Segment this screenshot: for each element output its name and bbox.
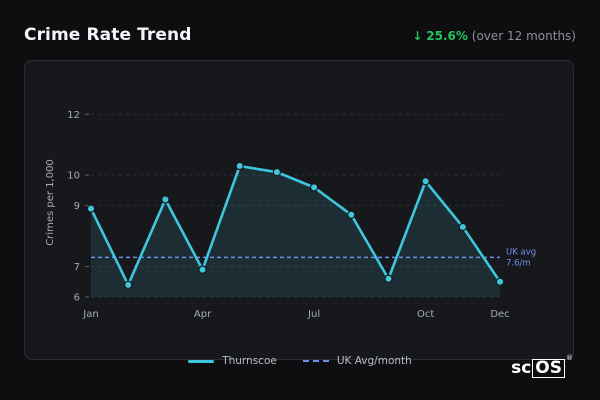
legend-label-reference: UK Avg/month [337,355,412,367]
data-point [422,178,429,185]
reference-label: UK avg [506,247,536,257]
x-tick-label: Jan [82,309,98,320]
logo-registered-mark: ® [566,354,573,362]
legend-label-series: Thurnscoe [222,355,277,367]
data-point [87,205,94,212]
legend-swatch-reference [303,360,329,362]
logo-text-os: OS [532,359,565,378]
logo-text-sc: sc [511,358,531,378]
legend-item-reference[interactable]: UK Avg/month [303,355,412,367]
y-axis-label: Crimes per 1,000 [45,159,56,246]
data-point [385,275,392,282]
y-tick-label: 12 [67,110,80,121]
y-tick-label: 10 [67,171,80,182]
data-point [310,184,317,191]
data-point [125,281,132,288]
data-point [496,278,503,285]
chart-legend: Thurnscoe UK Avg/month [0,355,600,367]
legend-item-series[interactable]: Thurnscoe [188,355,277,367]
x-tick-label: Dec [490,309,509,320]
x-tick-label: Oct [417,309,434,320]
x-tick-label: Jul [307,309,320,320]
x-tick-label: Apr [194,309,212,320]
y-tick-label: 7 [74,262,80,273]
data-point [236,162,243,169]
y-tick-label: 9 [74,201,80,212]
data-point [162,196,169,203]
data-point [273,169,280,176]
data-point [348,211,355,218]
reference-value-label: 7.6/m [506,258,531,268]
legend-swatch-series [188,360,214,363]
scos-logo: sc OS ® [511,358,573,378]
y-tick-label: 6 [74,293,80,304]
data-point [459,223,466,230]
data-point [199,266,206,273]
